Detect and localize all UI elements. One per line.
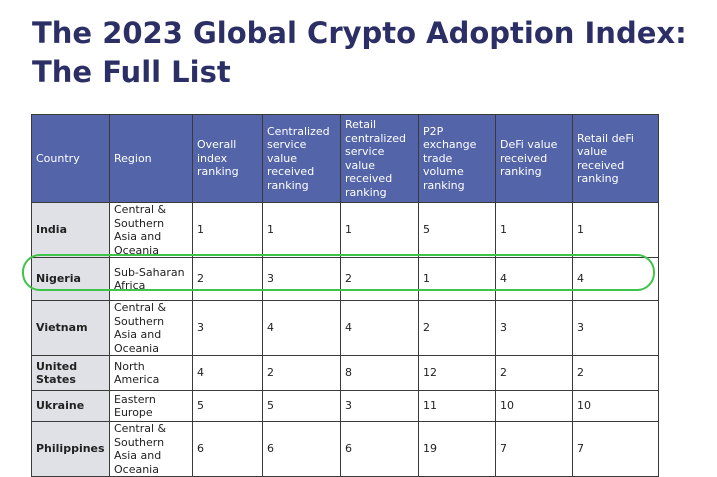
cell-retail-defi: 1 xyxy=(572,202,659,258)
cell-overall: 3 xyxy=(192,300,263,356)
cell-retail-defi: 4 xyxy=(572,257,659,301)
cell-defi: 10 xyxy=(495,390,573,422)
cell-p2p: 19 xyxy=(418,421,496,477)
cell-country: Nigeria xyxy=(31,257,110,301)
cell-region: Sub-Saharan Africa xyxy=(109,257,193,301)
cell-retail-centralized: 8 xyxy=(340,355,419,391)
cell-centralized: 3 xyxy=(262,257,341,301)
cell-p2p: 12 xyxy=(418,355,496,391)
col-header-centralized: Centralized service value received ranki… xyxy=(262,114,341,203)
cell-country: Ukraine xyxy=(31,390,110,422)
adoption-index-table: Country Region Overall index ranking Cen… xyxy=(31,114,659,477)
cell-region: North America xyxy=(109,355,193,391)
table-row-vietnam: Vietnam Central & Southern Asia and Ocea… xyxy=(31,300,659,356)
table-row-philippines: Philippines Central & Southern Asia and … xyxy=(31,421,659,477)
cell-defi: 2 xyxy=(495,355,573,391)
cell-retail-defi: 3 xyxy=(572,300,659,356)
cell-retail-centralized: 1 xyxy=(340,202,419,258)
cell-overall: 2 xyxy=(192,257,263,301)
table-row-india: India Central & Southern Asia and Oceani… xyxy=(31,202,659,258)
table-row-ukraine: Ukraine Eastern Europe 5 5 3 11 10 10 xyxy=(31,390,659,422)
cell-retail-defi: 7 xyxy=(572,421,659,477)
cell-p2p: 5 xyxy=(418,202,496,258)
header-row: Country Region Overall index ranking Cen… xyxy=(31,114,659,203)
cell-overall: 6 xyxy=(192,421,263,477)
cell-region: Central & Southern Asia and Oceania xyxy=(109,202,193,258)
table-row-united-states: United States North America 4 2 8 12 2 2 xyxy=(31,355,659,391)
cell-defi: 3 xyxy=(495,300,573,356)
cell-overall: 1 xyxy=(192,202,263,258)
title-line-1: The 2023 Global Crypto Adoption Index: xyxy=(32,16,687,50)
cell-retail-centralized: 3 xyxy=(340,390,419,422)
col-header-overall: Overall index ranking xyxy=(192,114,263,203)
cell-region: Eastern Europe xyxy=(109,390,193,422)
page-title: The 2023 Global Crypto Adoption Index: T… xyxy=(32,14,687,92)
cell-retail-defi: 10 xyxy=(572,390,659,422)
cell-retail-defi: 2 xyxy=(572,355,659,391)
cell-p2p: 2 xyxy=(418,300,496,356)
cell-country: Philippines xyxy=(31,421,110,477)
col-header-p2p: P2P exchange trade volume ranking xyxy=(418,114,496,203)
col-header-region: Region xyxy=(109,114,193,203)
cell-p2p: 1 xyxy=(418,257,496,301)
col-header-retail-defi: Retail deFi value received ranking xyxy=(572,114,659,203)
cell-centralized: 5 xyxy=(262,390,341,422)
title-line-2: The Full List xyxy=(32,55,231,89)
cell-overall: 4 xyxy=(192,355,263,391)
cell-retail-centralized: 6 xyxy=(340,421,419,477)
cell-overall: 5 xyxy=(192,390,263,422)
cell-defi: 4 xyxy=(495,257,573,301)
cell-defi: 7 xyxy=(495,421,573,477)
cell-centralized: 4 xyxy=(262,300,341,356)
cell-centralized: 6 xyxy=(262,421,341,477)
table-row-nigeria: Nigeria Sub-Saharan Africa 2 3 2 1 4 4 xyxy=(31,257,659,301)
col-header-country: Country xyxy=(31,114,110,203)
cell-retail-centralized: 2 xyxy=(340,257,419,301)
col-header-defi: DeFi value received ranking xyxy=(495,114,573,203)
cell-centralized: 2 xyxy=(262,355,341,391)
cell-region: Central & Southern Asia and Oceania xyxy=(109,421,193,477)
cell-centralized: 1 xyxy=(262,202,341,258)
cell-region: Central & Southern Asia and Oceania xyxy=(109,300,193,356)
cell-country: United States xyxy=(31,355,110,391)
cell-defi: 1 xyxy=(495,202,573,258)
cell-retail-centralized: 4 xyxy=(340,300,419,356)
cell-country: India xyxy=(31,202,110,258)
cell-country: Vietnam xyxy=(31,300,110,356)
cell-p2p: 11 xyxy=(418,390,496,422)
col-header-retail-centralized: Retail centralized service value receive… xyxy=(340,114,419,203)
